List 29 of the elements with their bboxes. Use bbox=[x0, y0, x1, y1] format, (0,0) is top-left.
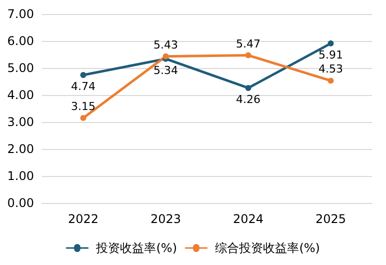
point bbox=[162, 53, 169, 60]
data-label: 4.74 bbox=[71, 80, 96, 94]
point bbox=[80, 114, 86, 121]
y-tick-label: 5.00 bbox=[7, 61, 34, 75]
x-tick-label: 2025 bbox=[315, 212, 346, 226]
legend-label: 综合投资收益率(%) bbox=[215, 241, 320, 255]
data-label: 5.34 bbox=[154, 64, 178, 77]
data-label: 5.91 bbox=[318, 48, 343, 62]
data-label: 4.26 bbox=[236, 92, 260, 106]
data-label: 3.15 bbox=[71, 100, 96, 113]
data-label: 5.47 bbox=[236, 37, 260, 50]
y-tick-label: 4.00 bbox=[7, 88, 34, 102]
point bbox=[80, 72, 86, 78]
point bbox=[328, 40, 334, 46]
point bbox=[245, 84, 252, 91]
y-tick-label: 2.00 bbox=[7, 142, 34, 156]
x-tick-label: 2024 bbox=[232, 212, 264, 226]
y-tick-label: 0.00 bbox=[7, 196, 34, 210]
legend-label: 投资收益率(%) bbox=[95, 241, 177, 255]
x-tick-label: 2023 bbox=[150, 212, 182, 226]
data-label: 4.53 bbox=[318, 62, 343, 76]
data-label: 5.43 bbox=[154, 38, 178, 52]
y-tick-label: 7.00 bbox=[7, 7, 34, 21]
y-tick-label: 3.00 bbox=[7, 115, 34, 129]
x-tick-label: 2022 bbox=[68, 212, 99, 226]
point bbox=[328, 78, 334, 84]
y-tick-label: 1.00 bbox=[7, 169, 34, 183]
y-tick-label: 6.00 bbox=[7, 34, 34, 48]
point bbox=[245, 52, 252, 58]
